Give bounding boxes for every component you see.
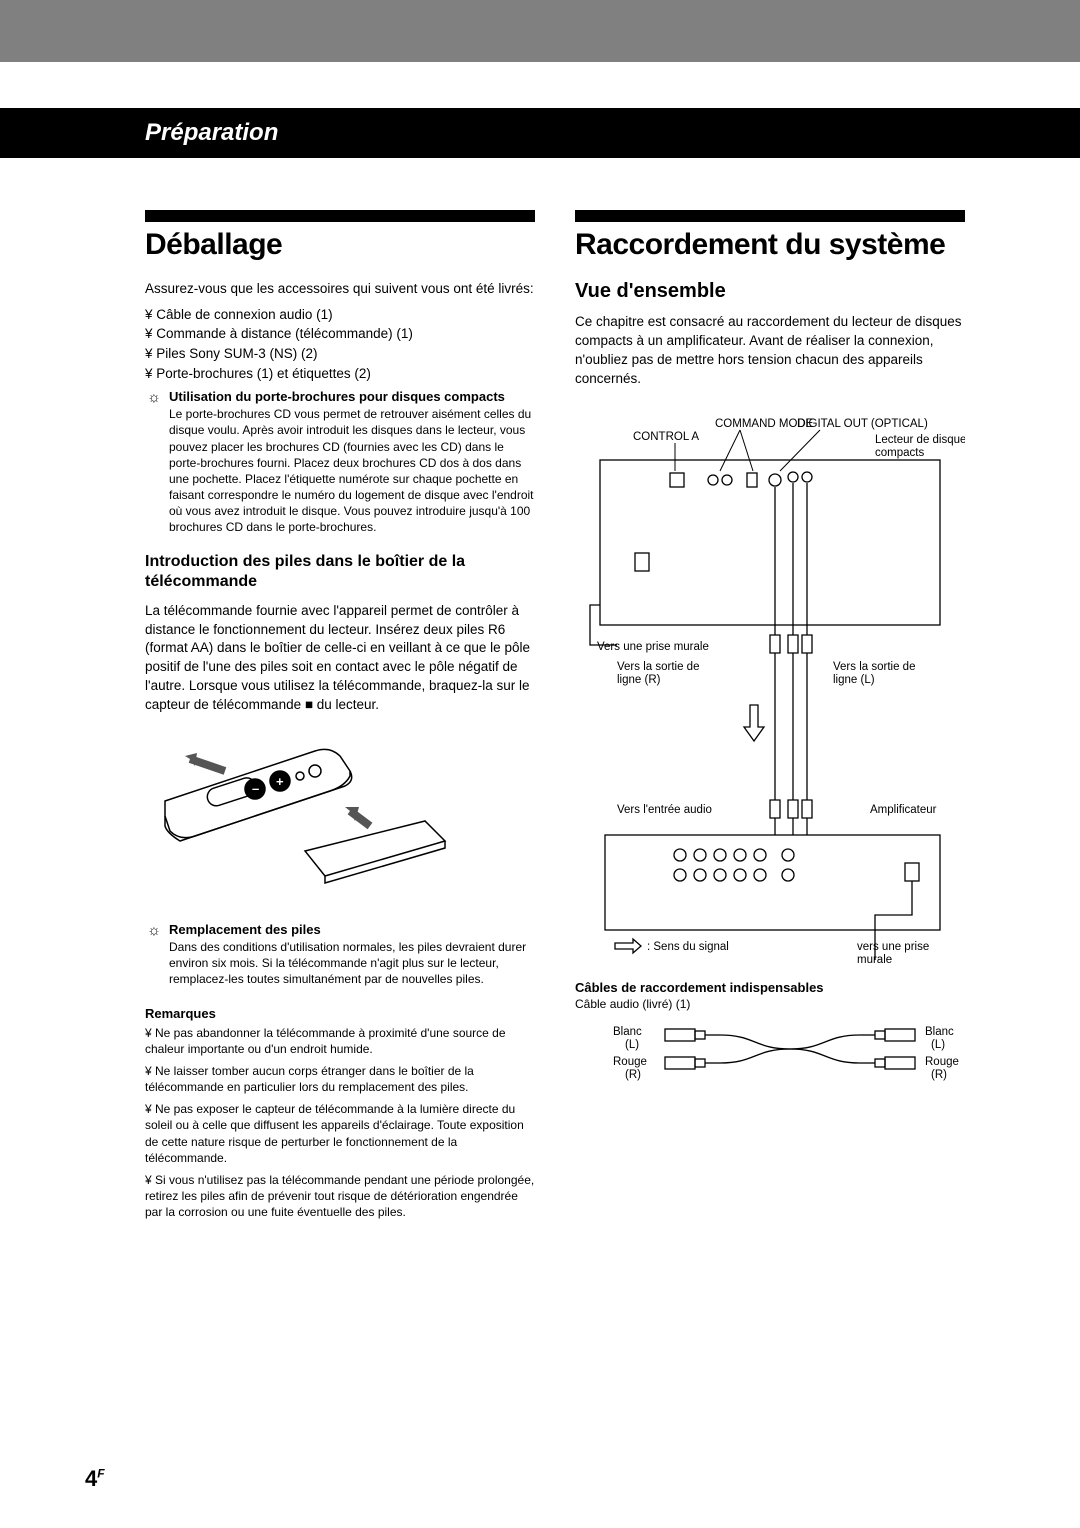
- label-signal: : Sens du signal: [647, 941, 729, 953]
- cables-text: Câble audio (livré) (1): [575, 997, 965, 1011]
- cables-title: Câbles de raccordement indispensables: [575, 980, 965, 995]
- tip-title: Utilisation du porte-brochures pour disq…: [169, 389, 535, 404]
- remote-illustration: – +: [145, 731, 475, 901]
- system-diagram: CONTROL A COMMAND MODE DIGITAL OUT (OPTI…: [575, 405, 965, 965]
- label-to-wall-2: vers une prisemurale: [857, 941, 929, 965]
- lightbulb-icon: ☼: [145, 922, 163, 988]
- tip-text: Le porte-brochures CD vous permet de ret…: [169, 406, 535, 536]
- batteries-subsection-title: Introduction des piles dans le boîtier d…: [145, 552, 535, 592]
- batteries-text: La télécommande fournie avec l'appareil …: [145, 602, 535, 715]
- label-red-r: Rouge(R): [613, 1056, 647, 1081]
- overview-subtitle: Vue d'ensemble: [575, 280, 965, 303]
- accessory-item: ¥ Piles Sony SUM-3 (NS) (2): [145, 344, 535, 364]
- accessory-item: ¥ Porte-brochures (1) et étiquettes (2): [145, 364, 535, 384]
- accessory-item: ¥ Câble de connexion audio (1): [145, 305, 535, 325]
- header-title: Préparation: [145, 119, 278, 146]
- page: Préparation Déballage Assurez-vous que l…: [0, 0, 1080, 1528]
- audio-cable-diagram: Blanc(L) Rouge(R) Blanc(L) Rouge(R): [575, 1017, 965, 1097]
- note-item: ¥ Si vous n'utilisez pas la télécommande…: [145, 1172, 535, 1221]
- note-item: ¥ Ne pas exposer le capteur de télécomma…: [145, 1101, 535, 1166]
- label-to-wall: Vers une prise murale: [597, 641, 709, 653]
- title-rule: [575, 210, 965, 222]
- columns: Déballage Assurez-vous que les accessoir…: [145, 210, 965, 1227]
- left-column: Déballage Assurez-vous que les accessoir…: [145, 210, 535, 1227]
- label-audio-in: Vers l'entrée audio: [617, 804, 712, 816]
- lightbulb-icon: ☼: [145, 389, 163, 536]
- tip-replace-batteries: ☼ Remplacement des piles Dans des condit…: [145, 922, 535, 988]
- svg-text:–: –: [252, 781, 259, 796]
- top-gray-strip: [0, 0, 1080, 62]
- label-line-l: Vers la sortie deligne (L): [833, 661, 915, 686]
- page-number-value: 4: [85, 1466, 97, 1491]
- label-control-a: CONTROL A: [633, 431, 699, 443]
- tip-body: Utilisation du porte-brochures pour disq…: [169, 389, 535, 536]
- unpacking-title: Déballage: [145, 228, 535, 262]
- tip-title: Remplacement des piles: [169, 922, 535, 937]
- tip-body: Remplacement des piles Dans des conditio…: [169, 922, 535, 988]
- accessory-item: ¥ Commande à distance (télécommande) (1): [145, 324, 535, 344]
- note-item: ¥ Ne pas abandonner la télécommande à pr…: [145, 1025, 535, 1057]
- notes-title: Remarques: [145, 1006, 535, 1021]
- accessory-list: ¥ Câble de connexion audio (1) ¥ Command…: [145, 305, 535, 383]
- label-red-r-right: Rouge(R): [925, 1056, 959, 1081]
- label-cd-player: Lecteur de disquescompacts: [875, 434, 965, 459]
- tip-brochure: ☼ Utilisation du porte-brochures pour di…: [145, 389, 535, 536]
- overview-text: Ce chapitre est consacré au raccordement…: [575, 313, 965, 389]
- label-white-l-right: Blanc(L): [925, 1026, 954, 1051]
- page-number: 4F: [85, 1466, 105, 1492]
- note-item: ¥ Ne laisser tomber aucun corps étranger…: [145, 1063, 535, 1095]
- label-white-l: Blanc(L): [613, 1026, 642, 1051]
- page-number-super: F: [97, 1467, 104, 1481]
- intro-text: Assurez-vous que les accessoires qui sui…: [145, 280, 535, 299]
- connection-title: Raccordement du système: [575, 228, 965, 262]
- right-column: Raccordement du système Vue d'ensemble C…: [575, 210, 965, 1227]
- title-rule: [145, 210, 535, 222]
- label-digital-out: DIGITAL OUT (OPTICAL): [797, 418, 928, 430]
- label-line-r: Vers la sortie deligne (R): [617, 661, 699, 686]
- tip-text: Dans des conditions d'utilisation normal…: [169, 939, 535, 988]
- header-bar: Préparation: [0, 108, 1080, 158]
- svg-text:+: +: [276, 774, 284, 789]
- label-amp: Amplificateur: [870, 804, 937, 816]
